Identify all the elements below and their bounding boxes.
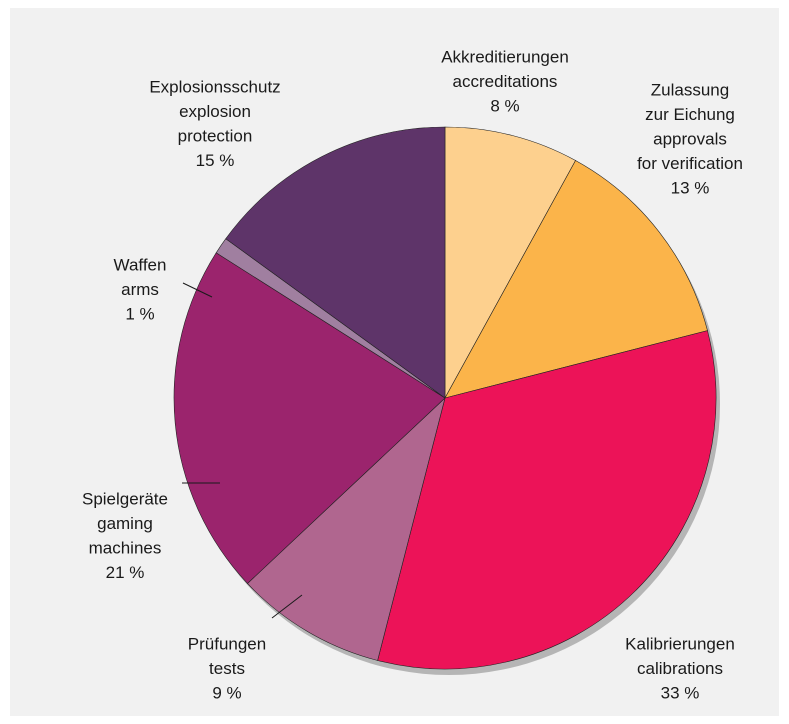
value-label: 8 % bbox=[490, 96, 519, 115]
pie-slice bbox=[247, 397, 446, 661]
slice-label: for verification bbox=[637, 154, 743, 173]
slice-label: Zulassung bbox=[651, 80, 729, 99]
slice-label: calibrations bbox=[637, 659, 723, 678]
pie-slice bbox=[444, 160, 708, 399]
slice-label: machines bbox=[89, 538, 162, 557]
slice-label: zur Eichung bbox=[645, 105, 735, 124]
pie-slice bbox=[377, 330, 717, 670]
slices bbox=[173, 126, 717, 670]
slice-label: tests bbox=[209, 659, 245, 678]
slice-label: Waffen bbox=[114, 255, 167, 274]
pie-slice bbox=[225, 126, 446, 399]
slice-label: arms bbox=[121, 280, 159, 299]
slice-label: Prüfungen bbox=[188, 634, 266, 653]
slice-label: Akkreditierungen bbox=[441, 47, 569, 66]
slice-label: gaming bbox=[97, 514, 153, 533]
value-label: 15 % bbox=[196, 151, 235, 170]
leader-line bbox=[182, 282, 213, 298]
value-label: 21 % bbox=[106, 563, 145, 582]
slice-label: Kalibrierungen bbox=[625, 634, 735, 653]
value-label: 1 % bbox=[125, 304, 154, 323]
pie-slice bbox=[444, 126, 576, 399]
slice-label: approvals bbox=[653, 129, 727, 148]
value-label: 33 % bbox=[661, 683, 700, 702]
value-label: 9 % bbox=[212, 683, 241, 702]
slice-label: Spielgeräte bbox=[82, 489, 168, 508]
slice-label: protection bbox=[178, 126, 253, 145]
slice-label: accreditations bbox=[453, 72, 558, 91]
slice-label: explosion bbox=[179, 102, 251, 121]
leader-line bbox=[271, 594, 303, 619]
labels: Akkreditierungen accreditations 8 % Zulassu… bbox=[82, 47, 743, 702]
value-label: 13 % bbox=[671, 178, 710, 197]
slice-label: Explosionsschutz bbox=[149, 77, 280, 96]
